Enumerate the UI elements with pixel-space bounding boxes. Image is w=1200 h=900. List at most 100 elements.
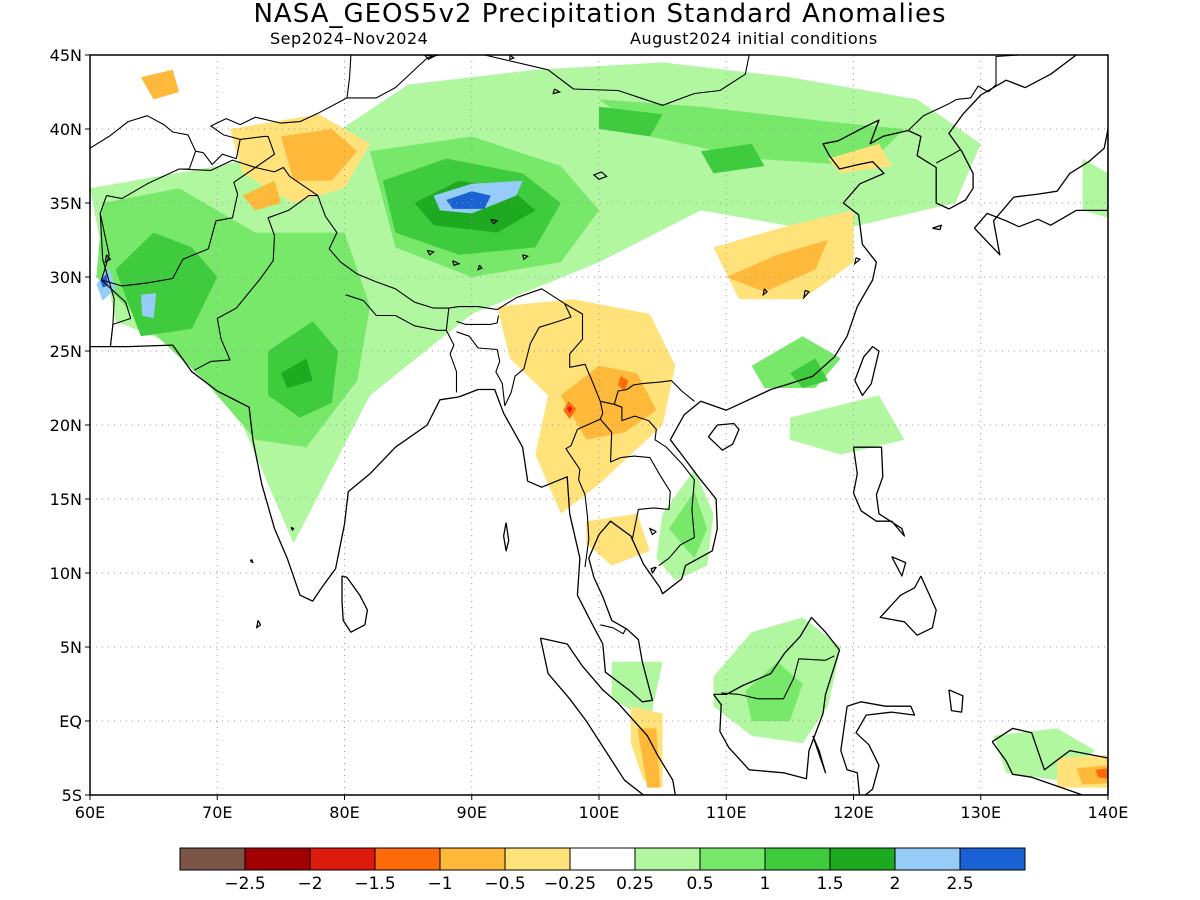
colorbar-label: 1 [760,874,771,894]
coastline [650,566,657,574]
lake-outline [592,171,608,180]
country-border [789,55,791,56]
lake-outline [290,526,295,532]
country-border [90,115,197,170]
anomaly-region [1082,158,1108,218]
colorbar-swatch [634,847,701,871]
country-border [345,294,450,331]
colorbar-label: −2.5 [224,874,265,894]
country-border [210,55,352,168]
latitude-label: 15N [50,490,82,509]
coastline [932,224,942,231]
anomaly-region [599,99,905,166]
anomaly-region [789,395,905,455]
coastline [712,616,841,780]
anomaly-region [700,143,765,174]
colorbar-label: 0.25 [616,874,654,894]
anomaly-region [745,661,803,721]
colorbar-swatch [309,847,376,871]
longitude-label: 90E [457,803,487,822]
forecast-period: Sep2024–Nov2024 [270,29,429,48]
colorbar-swatch [959,847,1026,871]
map-title: NASA_GEOS5v2 Precipitation Standard Anom… [253,0,947,29]
colorbar-label: −0.25 [544,874,596,894]
latitude-label: 35N [50,194,82,213]
anomaly-region [446,191,491,209]
colorbar-label: −0.5 [484,874,525,894]
colorbar-swatch [829,847,896,871]
coastline [991,727,1108,795]
anomaly-region [637,728,661,788]
coastline [90,55,1078,703]
coastline [840,701,916,795]
country-border [274,166,565,311]
colorbar-swatch [504,847,571,871]
latitude-axis: 45N 40N 35N 30N 25N 20N 15N 10N 5N EQ 5S [50,46,90,805]
country-border [99,167,256,287]
colorbar-swatch [179,847,246,871]
lake-outline [552,88,562,95]
longitude-label: 120E [833,803,874,822]
coastline [948,689,964,713]
latitude-label: 40N [50,120,82,139]
latitude-label: 30N [50,268,82,287]
latitude-label: 5N [60,638,82,657]
coastline [707,422,740,451]
coastlines [90,55,1108,795]
colorbar-swatch [244,847,311,871]
country-border [456,315,500,325]
anomaly-region [828,143,892,174]
country-border [614,403,695,567]
lake-outline [802,289,811,300]
country-border [1107,790,1108,795]
lake-outline [853,257,862,266]
colorbar-label: −1.5 [354,874,395,894]
country-border [347,55,439,99]
longitude-axis: 60E 70E 80E 90E 100E 110E 120E 130E 140E [75,795,1128,822]
coastline [973,128,1108,256]
country-border [599,418,671,541]
country-border [935,149,961,164]
anomaly-region [567,405,573,414]
coastline [341,575,369,633]
lake-outline [762,288,768,297]
colorbar-label: 2 [890,874,901,894]
country-border [195,139,241,166]
country-border [194,195,318,371]
colorbar-swatch [439,847,506,871]
longitude-label: 60E [75,803,105,822]
latitude-label: 5S [62,786,82,805]
colorbar-label: −2 [297,874,322,894]
lake-outline [477,264,483,271]
colorbar-label: 2.5 [946,874,973,894]
coastline [256,620,262,629]
anomaly-region [669,491,708,559]
country-border [600,624,627,635]
longitude-label: 100E [579,803,620,822]
latitude-label: 25N [50,342,82,361]
anomaly-region [1095,768,1108,779]
country-border [721,655,835,700]
anomaly-region [280,129,358,181]
colorbar-swatch [764,847,831,871]
colorbar-legend: −2.5 −2 −1.5 −1 −0.5 −0.25 0.25 0.5 1 1.5 2 2.5 [179,847,1026,894]
country-border [438,55,750,106]
longitude-label: 130E [960,803,1001,822]
anomaly-region [726,240,828,292]
country-border [99,213,115,347]
lake-outline [490,218,499,225]
anomaly-region [586,513,650,566]
anomaly-region [115,232,218,337]
colorbar-label: −1 [427,874,452,894]
coastline [812,735,827,774]
country-border [445,330,458,393]
longitude-label: 110E [706,803,747,822]
lake-outline [509,55,515,61]
country-border [565,401,604,568]
latitude-label: 20N [50,416,82,435]
lake-outline [522,254,530,261]
anomaly-region [618,376,629,391]
lake-outline [648,527,657,536]
country-borders [90,55,1108,795]
